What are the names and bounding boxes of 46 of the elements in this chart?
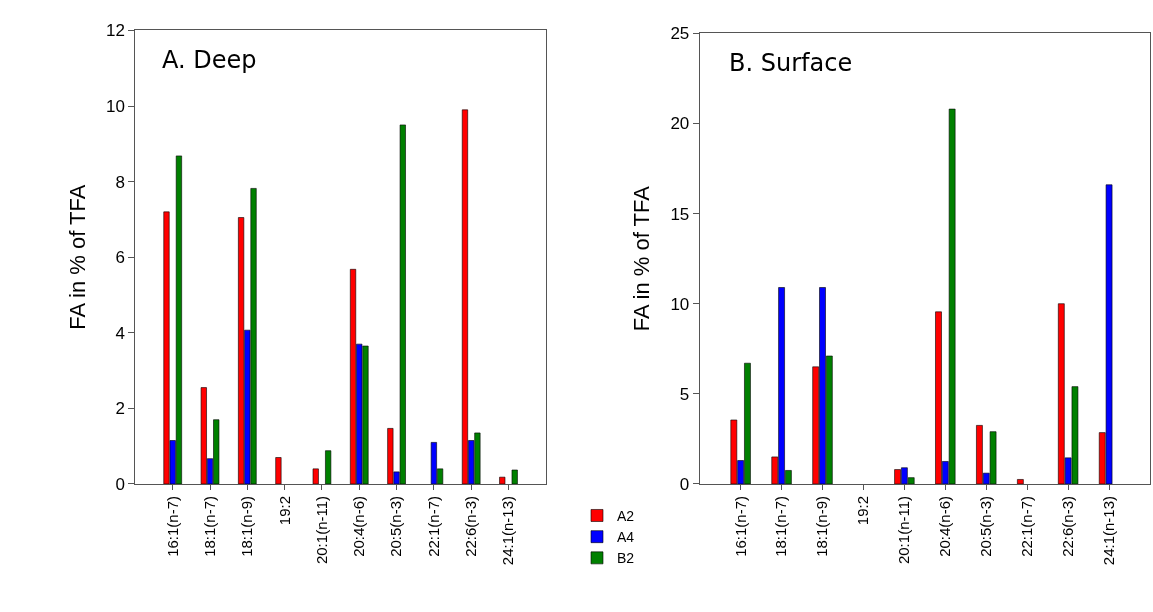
x-tick-label: 24:1(n-13): [1099, 495, 1117, 566]
bar: [275, 457, 282, 484]
y-tick-label: 8: [115, 172, 125, 192]
x-tick-label: 19:2: [275, 495, 293, 526]
bar: [499, 476, 506, 484]
x-tick-label: 19:2: [854, 495, 872, 526]
x-tick-label: 20:1(n-11): [895, 495, 913, 565]
y-tick-label: 2: [115, 399, 125, 419]
x-tick-label: 16:1(n-7): [163, 495, 181, 557]
x-tick-label: 20:5(n-3): [387, 495, 405, 557]
text: B. Surface: [729, 49, 853, 77]
x-tick-label: 20:4(n-6): [936, 495, 954, 557]
y-tick-label: 12: [106, 21, 125, 41]
y-tick-label: 6: [115, 248, 125, 268]
y-tick-label: 0: [679, 474, 690, 494]
y-tick-label: 0: [115, 474, 125, 494]
x-tick-label: 22:6(n-3): [462, 495, 480, 557]
x-tick-label: 20:5(n-3): [977, 495, 995, 557]
legend-label: A4: [617, 529, 635, 546]
y-tick-label: 5: [679, 384, 690, 404]
x-tick-label: 24:1(n-13): [499, 495, 517, 566]
y-tick-label: 10: [670, 294, 690, 314]
x-tick-label: 18:1(n-9): [238, 495, 256, 557]
y-tick-label: 25: [670, 24, 690, 44]
x-tick-label: 16:1(n-7): [731, 495, 749, 557]
x-tick-label: 22:1(n-7): [424, 495, 442, 557]
legend-label: B2: [617, 550, 635, 567]
bar: [325, 450, 332, 484]
y-tick-label: 15: [670, 204, 690, 224]
bar: [511, 469, 518, 484]
x-tick-label: 22:1(n-7): [1018, 495, 1036, 557]
bar: [312, 468, 319, 484]
y-tick-label: 20: [670, 114, 690, 134]
x-tick-label: 22:6(n-3): [1059, 495, 1077, 557]
y-axis-title: FA in % of TFA: [64, 184, 90, 330]
x-tick-label: 18:1(n-7): [200, 495, 218, 557]
bar: [1017, 479, 1024, 484]
x-tick-label: 20:1(n-11): [312, 495, 330, 565]
y-tick-label: 10: [106, 96, 125, 116]
x-tick-label: 18:1(n-9): [813, 495, 831, 557]
text: A. Deep: [162, 46, 257, 74]
legend-label: A2: [617, 507, 635, 524]
x-tick-label: 20:4(n-6): [350, 495, 368, 557]
y-axis-title: FA in % of TFA: [629, 185, 655, 332]
y-tick-label: 4: [115, 323, 125, 343]
x-tick-label: 18:1(n-7): [772, 495, 790, 557]
